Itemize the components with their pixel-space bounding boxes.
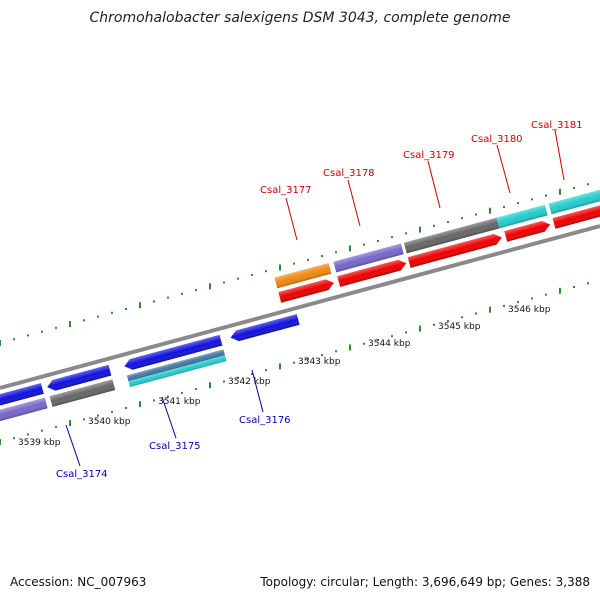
gene-label-csal-3176: Csal_3176	[239, 415, 291, 426]
accession-text: Accession: NC_007963	[10, 575, 147, 589]
feature-cyan-1-shade	[496, 204, 548, 229]
gene-label-csal-3177: Csal_3177	[260, 185, 312, 196]
map-title: Chromohalobacter salexigens DSM 3043, co…	[89, 10, 511, 26]
kbp-label-3542: 3542 kbp	[228, 377, 271, 387]
kbp-label-3544: 3544 kbp	[368, 339, 411, 349]
cds-forward-2-shade	[337, 259, 407, 287]
cds-forward-3-shade	[407, 234, 502, 268]
callout-line-csal-3174	[65, 424, 81, 467]
kbp-label-3541: 3541 kbp	[158, 397, 201, 407]
cds-reverse-4-shade	[230, 314, 300, 342]
reverse-features	[0, 314, 300, 424]
cds-reverse-1-shade	[0, 383, 44, 408]
gene-label-csal-3174: Csal_3174	[56, 469, 108, 480]
gene-label-csal-3175: Csal_3175	[149, 441, 201, 452]
feature-gray-upper-shade	[403, 217, 500, 254]
gene-label-csal-3178: Csal_3178	[323, 168, 375, 179]
cds-forward-5-shade	[552, 204, 600, 229]
feature-steel-shade	[126, 349, 225, 382]
gene-label-csal-3181: Csal_3181	[531, 120, 583, 131]
kbp-label-3539: 3539 kbp	[18, 438, 61, 448]
feature-purple-lower-shade	[0, 397, 48, 424]
callout-line-csal-3176	[251, 369, 264, 413]
callout-line-csal-3180	[496, 144, 511, 194]
callout-line-csal-3175	[161, 396, 177, 439]
feature-cyan-lower-shade	[128, 355, 227, 388]
callout-line-csal-3181	[554, 129, 565, 181]
callout-line-csal-3178	[347, 179, 361, 227]
cds-reverse-2-shade	[47, 364, 112, 391]
kbp-label-3543: 3543 kbp	[298, 357, 341, 367]
cds-forward-1-shade	[278, 279, 334, 303]
kbp-label-3546: 3546 kbp	[508, 305, 551, 315]
feature-orange-shade	[274, 263, 332, 289]
kbp-label-3545: 3545 kbp	[438, 322, 481, 332]
tick-marks	[0, 183, 589, 445]
kbp-label-3540: 3540 kbp	[88, 417, 131, 427]
forward-features	[274, 188, 600, 303]
callout-line-csal-3177	[285, 197, 298, 241]
feature-cyan-2-shade	[548, 188, 600, 215]
feature-purple-upper-shade	[333, 243, 404, 273]
gene-label-csal-3179: Csal_3179	[403, 150, 455, 161]
genome-summary-text: Topology: circular; Length: 3,696,649 bp…	[260, 575, 590, 589]
callout-line-csal-3179	[427, 160, 441, 209]
gene-label-csal-3180: Csal_3180	[471, 134, 523, 145]
genome-backbone	[0, 224, 600, 390]
feature-gray-lower-shade	[49, 379, 116, 407]
cds-forward-4-shade	[504, 221, 551, 242]
cds-reverse-3-shade	[124, 334, 223, 370]
